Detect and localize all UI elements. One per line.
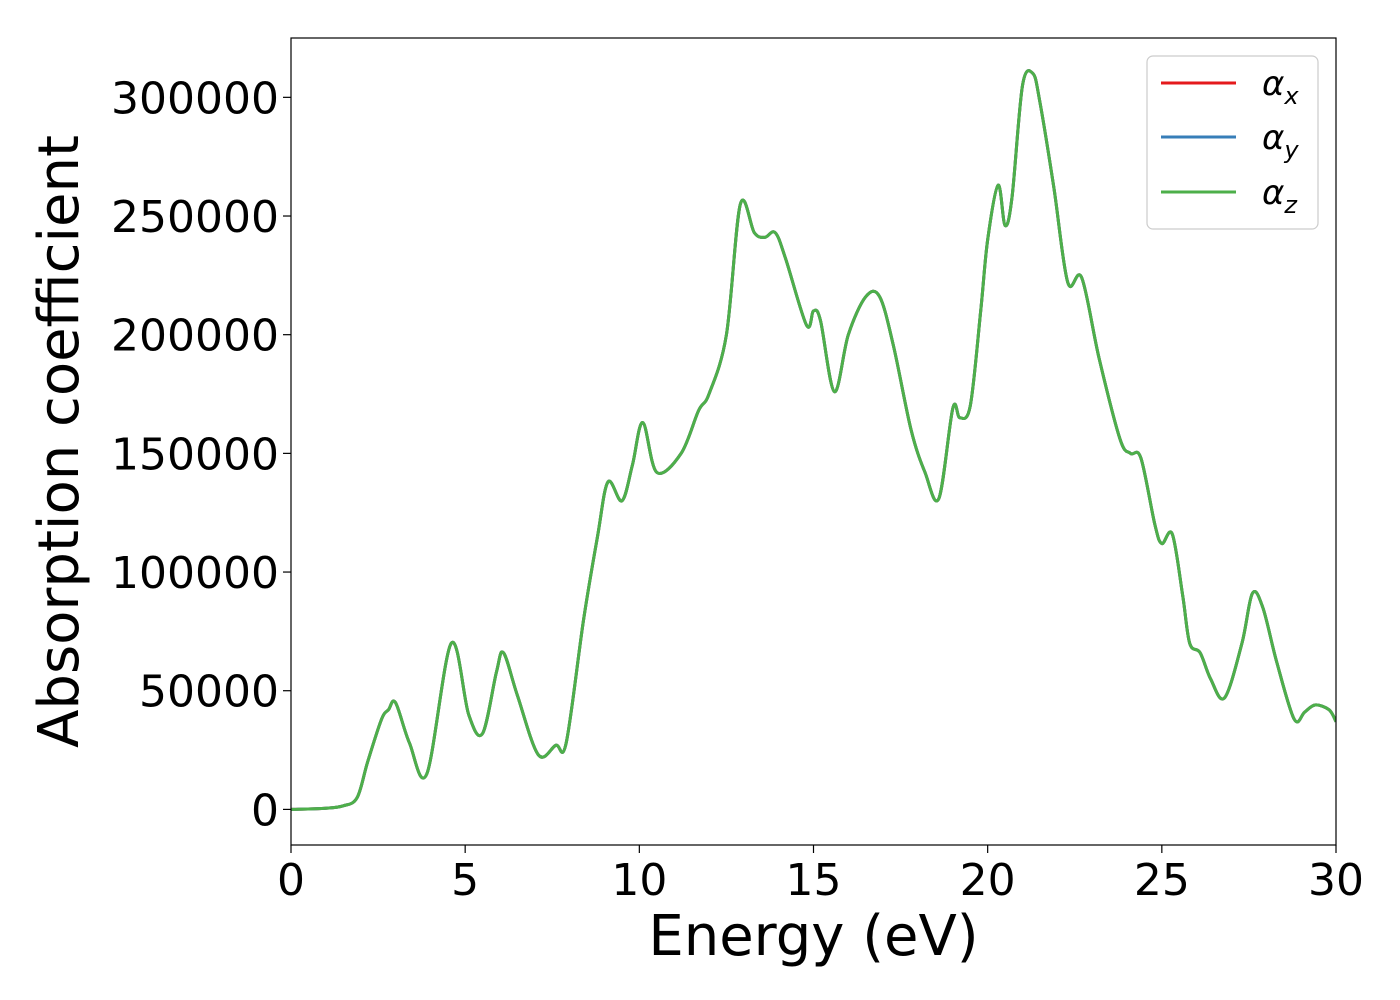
legend-subscript: y	[1283, 136, 1299, 164]
legend-subscript: x	[1283, 82, 1299, 110]
y-axis: 0 50000 100000 150000 200000 250000 300000	[111, 73, 291, 836]
y-tick-label: 0	[251, 785, 279, 836]
y-tick-label: 200000	[111, 311, 279, 362]
series-line-αz	[291, 69, 1336, 811]
x-tick-label: 20	[960, 855, 1016, 906]
y-tick-label: 250000	[111, 192, 279, 243]
x-tick-label: 5	[451, 855, 479, 906]
y-tick-label: 300000	[111, 73, 279, 124]
x-tick-label: 25	[1134, 855, 1190, 906]
y-axis-title: Absorption coefficient	[27, 135, 92, 748]
y-tick-label: 100000	[111, 548, 279, 599]
legend-label: αx	[1262, 64, 1299, 110]
legend-symbol: α	[1262, 173, 1284, 213]
x-tick-label: 15	[786, 855, 842, 906]
x-tick-label: 0	[277, 855, 305, 906]
series-lines	[291, 69, 1336, 811]
legend-symbol: α	[1262, 118, 1284, 158]
x-tick-label: 10	[611, 855, 667, 906]
legend-label: αy	[1262, 118, 1299, 164]
x-axis: 0 5 10 15 20 25 30	[277, 845, 1364, 906]
legend-subscript: z	[1283, 191, 1298, 219]
x-tick-label: 30	[1308, 855, 1364, 906]
x-axis-title: Energy (eV)	[648, 904, 978, 969]
y-tick-label: 50000	[139, 667, 279, 718]
y-tick-label: 150000	[111, 429, 279, 480]
legend-box	[1146, 55, 1319, 230]
legend-label: αz	[1262, 173, 1298, 219]
legend-symbol: α	[1262, 64, 1284, 104]
